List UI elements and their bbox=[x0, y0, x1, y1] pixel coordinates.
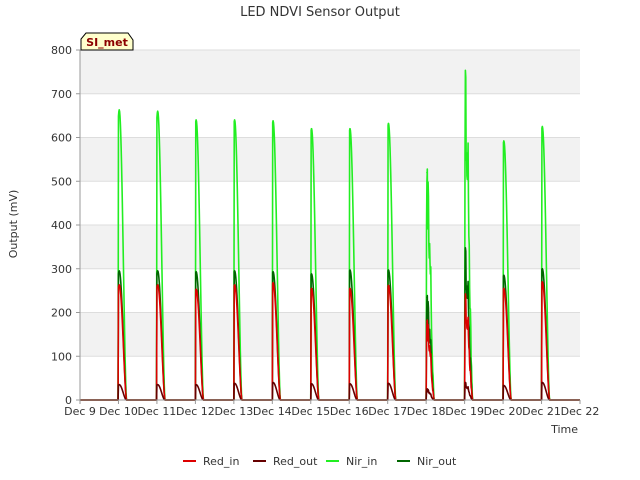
data-point-nir-out bbox=[233, 270, 236, 272]
site-badge-label: SI_met bbox=[86, 36, 128, 49]
data-point-nir-out bbox=[118, 270, 121, 272]
data-point-nir-out bbox=[426, 296, 428, 298]
data-point-red-in bbox=[195, 288, 197, 291]
data-point-red-out bbox=[464, 382, 467, 385]
data-point-red-in bbox=[349, 287, 351, 290]
chart-title: LED NDVI Sensor Output bbox=[240, 5, 400, 20]
x-tick-label: Dec 21 bbox=[522, 405, 561, 418]
data-point-red-out bbox=[503, 384, 505, 387]
x-tick-label: Dec 13 bbox=[214, 405, 253, 418]
legend-label: Red_in bbox=[203, 455, 239, 468]
data-point-red-out bbox=[272, 381, 274, 384]
y-axis-label: Output (mV) bbox=[7, 190, 20, 259]
data-point-nir-in bbox=[541, 125, 544, 128]
legend-label: Nir_out bbox=[417, 455, 457, 468]
grid-band bbox=[80, 50, 580, 94]
data-point-red-out bbox=[541, 381, 544, 384]
y-tick-label: 500 bbox=[51, 175, 72, 188]
data-point-red-out bbox=[426, 388, 428, 390]
data-point-red-in bbox=[503, 287, 505, 290]
x-tick-label: Dec 15 bbox=[291, 405, 330, 418]
y-tick-label: 0 bbox=[65, 394, 72, 407]
data-point-nir-in bbox=[156, 110, 159, 113]
data-point-red-in bbox=[387, 284, 390, 287]
y-tick-label: 600 bbox=[51, 132, 72, 145]
data-point-red-out bbox=[387, 382, 390, 385]
y-tick-label: 400 bbox=[51, 219, 72, 232]
data-point-red-in bbox=[156, 284, 159, 286]
data-point-nir-out bbox=[349, 269, 351, 271]
data-point-nir-in bbox=[387, 122, 390, 125]
data-point-red-out bbox=[118, 383, 121, 386]
data-point-nir-in bbox=[503, 140, 505, 142]
data-point-nir-in bbox=[118, 109, 121, 111]
data-point-nir-in bbox=[464, 86, 467, 88]
data-point-red-out bbox=[233, 382, 236, 385]
data-point-red-out bbox=[195, 383, 197, 386]
grid-band bbox=[80, 225, 580, 269]
data-point-nir-out bbox=[272, 271, 274, 273]
data-point-nir-in bbox=[233, 119, 236, 121]
x-tick-label: Dec 18 bbox=[407, 405, 446, 418]
legend-item-nir-out: Nir_out bbox=[397, 455, 457, 468]
data-point-red-out bbox=[156, 383, 159, 386]
data-point-red-in bbox=[272, 281, 274, 284]
x-tick-label: Dec 12 bbox=[176, 405, 215, 418]
data-point-red-in bbox=[233, 284, 236, 286]
y-tick-label: 100 bbox=[51, 350, 72, 363]
data-point-nir-in bbox=[426, 171, 428, 174]
data-point-red-in bbox=[118, 284, 121, 286]
data-point-nir-out bbox=[195, 271, 197, 273]
x-tick-label: Dec 11 bbox=[138, 405, 177, 418]
x-tick-label: Dec 19 bbox=[445, 405, 484, 418]
legend-label: Red_out bbox=[273, 455, 318, 468]
data-point-red-in bbox=[541, 281, 544, 283]
data-point-nir-out bbox=[156, 270, 159, 272]
x-tick-label: Dec 16 bbox=[330, 405, 369, 418]
grid-band bbox=[80, 137, 580, 182]
data-point-nir-in bbox=[195, 119, 197, 121]
x-tick-label: Dec 20 bbox=[484, 405, 523, 418]
data-point-red-in bbox=[426, 320, 428, 323]
data-point-red-in bbox=[310, 287, 313, 290]
data-point-nir-out bbox=[464, 254, 467, 257]
x-axis-label: Time bbox=[550, 423, 578, 436]
site-badge: SI_met bbox=[80, 32, 134, 51]
legend-item-red-out: Red_out bbox=[253, 455, 318, 468]
legend-item-red-in: Red_in bbox=[183, 455, 239, 468]
y-tick-label: 200 bbox=[51, 307, 72, 320]
x-tick-label: Dec 9 bbox=[64, 405, 96, 418]
site-badge-shape bbox=[80, 32, 134, 51]
data-point-nir-in bbox=[349, 127, 351, 130]
legend: Red_in Red_out Nir_in Nir_out bbox=[183, 455, 457, 468]
x-tick-label: Dec 22 bbox=[561, 405, 600, 418]
y-tick-label: 300 bbox=[51, 263, 72, 276]
plot-background bbox=[80, 49, 580, 401]
data-point-nir-out bbox=[310, 273, 313, 275]
x-tick-label: Dec 14 bbox=[253, 405, 292, 418]
data-point-nir-out bbox=[387, 269, 390, 271]
legend-label: Nir_in bbox=[346, 455, 377, 468]
x-tick-label: Dec 17 bbox=[368, 405, 407, 418]
data-point-nir-in bbox=[272, 120, 274, 122]
x-tick-label: Dec 10 bbox=[99, 405, 138, 418]
y-tick-label: 700 bbox=[51, 88, 72, 101]
data-point-nir-out bbox=[541, 267, 544, 270]
data-point-nir-in bbox=[310, 127, 313, 130]
data-point-red-out bbox=[310, 383, 313, 385]
data-point-red-in bbox=[464, 298, 467, 301]
legend-item-nir-in: Nir_in bbox=[326, 455, 377, 468]
data-point-red-out bbox=[349, 383, 351, 385]
data-point-nir-out bbox=[503, 274, 505, 277]
y-tick-label: 800 bbox=[51, 44, 72, 57]
grid-band bbox=[80, 312, 580, 357]
